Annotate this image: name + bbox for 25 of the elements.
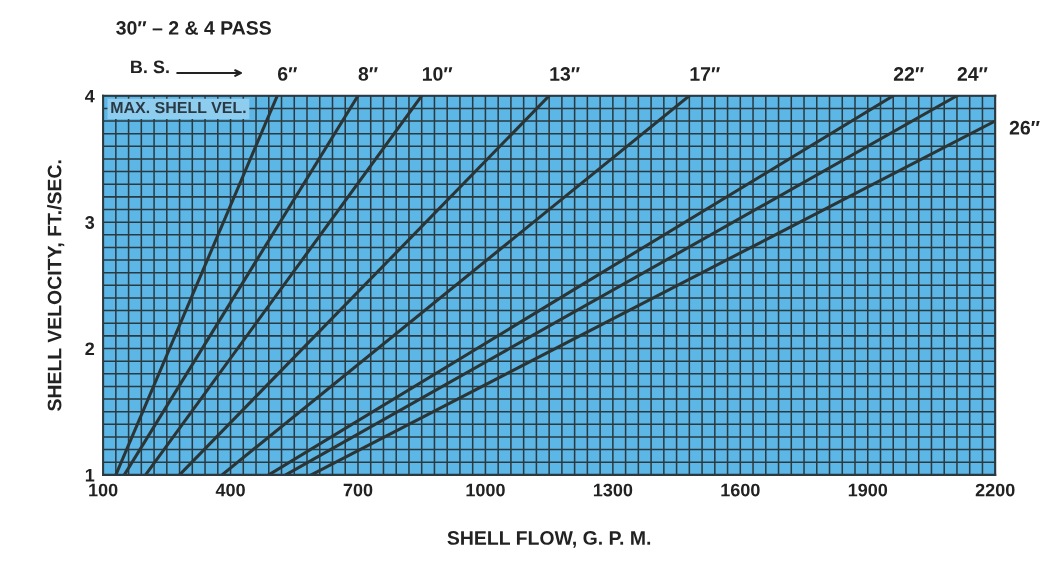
x-tick-label: 2200 (975, 483, 1015, 497)
chart-title: 30″ – 2 & 4 PASS (116, 21, 271, 35)
series-label: 6″ (277, 67, 298, 81)
x-tick-label: 1000 (466, 483, 505, 497)
y-tick-label: 1 (85, 468, 95, 482)
x-tick-label: 1300 (593, 483, 633, 497)
annotation: MAX. SHELL VEL. (111, 101, 246, 114)
y-tick-label: 3 (85, 216, 95, 229)
series-label: 22″ (893, 67, 924, 81)
x-axis-title: SHELL FLOW, G. P. M. (447, 531, 651, 548)
series-label: 13″ (550, 67, 580, 81)
series-label: 17″ (690, 67, 720, 81)
y-tick-label: 2 (85, 342, 95, 356)
y-tick-label: 4 (85, 89, 95, 103)
x-tick-label: 400 (215, 483, 245, 497)
x-tick-label: 1900 (848, 483, 888, 497)
x-tick-label: 1600 (721, 483, 760, 497)
series-label: 10″ (422, 67, 453, 81)
series-label: 8″ (358, 67, 378, 81)
text: B. S. (131, 60, 169, 74)
series-label: 24″ (957, 67, 988, 81)
series-label: 26″ (1009, 120, 1040, 135)
x-tick-label: 700 (343, 483, 373, 497)
y-axis-title: SHELL VELOCITY, FT./SEC. (47, 160, 65, 411)
x-tick-label: 100 (89, 483, 118, 497)
